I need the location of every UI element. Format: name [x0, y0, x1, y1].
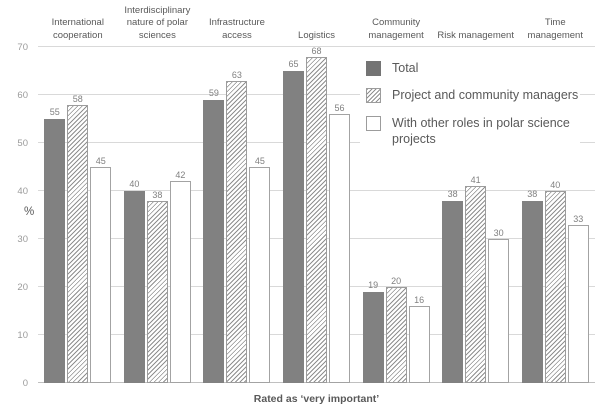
data-label: 33 — [573, 213, 584, 224]
bar-solid: 38 — [442, 189, 464, 383]
bar-outline: 30 — [488, 228, 510, 383]
bar-group: 59 63 45 — [197, 47, 277, 383]
legend-label: Project and community managers — [392, 88, 579, 103]
bar-group: 65 68 56 — [277, 46, 357, 383]
legend-item-other-roles: With other roles in polar science projec… — [366, 115, 580, 148]
legend-item-project-community-managers: Project and community managers — [366, 87, 580, 104]
data-label: 38 — [152, 189, 163, 200]
category-label: Interdisciplinary nature of polar scienc… — [124, 4, 191, 41]
bar-hatch: 63 — [226, 70, 248, 383]
bar-group: 40 38 42 — [118, 47, 198, 383]
legend: Total Project and community managers Wit… — [360, 56, 580, 153]
data-label: 42 — [175, 170, 186, 181]
y-tick-label: 30 — [17, 234, 28, 245]
legend-swatch-outline-icon — [366, 115, 381, 131]
y-tick-label: 60 — [17, 90, 28, 101]
gridline — [38, 46, 595, 47]
bar-hatch: 68 — [306, 46, 328, 383]
bar-solid: 38 — [521, 189, 543, 383]
bar-solid: 40 — [123, 179, 145, 383]
y-tick-label: 40 — [17, 186, 28, 198]
data-label: 16 — [414, 295, 425, 306]
data-label: 45 — [95, 156, 106, 166]
category-label: Community management — [368, 17, 424, 41]
data-label: 45 — [254, 156, 265, 166]
bar-hatch: 20 — [385, 276, 407, 383]
y-tick-label: 70 — [17, 42, 28, 53]
y-tick-label: 50 — [17, 138, 28, 149]
data-label: 58 — [72, 93, 83, 104]
bar-group: 38 41 30 — [436, 47, 516, 383]
bar-group: 55 58 45 — [38, 47, 118, 383]
bar-solid: 19 — [362, 280, 384, 383]
data-label: 38 — [447, 188, 458, 199]
y-tick-label: 0 — [22, 378, 28, 389]
category-label: International cooperation — [51, 17, 104, 41]
x-axis-title: Rated as ‘very important’ — [253, 393, 380, 405]
y-tick-label: 20 — [17, 282, 28, 294]
category-label: Time management — [527, 17, 583, 41]
category-label: Logistics — [298, 29, 335, 41]
bar-outline: 56 — [329, 103, 351, 383]
bar-outline: 16 — [408, 295, 430, 383]
data-label: 38 — [527, 188, 538, 199]
data-label: 30 — [493, 228, 504, 238]
bar-group: 19 20 16 — [356, 47, 436, 383]
y-axis-ticks: 0 10 20 30 40 50 60 70 — [0, 42, 32, 389]
bar-solid: 55 — [44, 107, 66, 383]
data-label: 55 — [49, 107, 60, 117]
bar-solid: 65 — [283, 59, 305, 383]
bar-hatch: 58 — [67, 94, 89, 383]
bar-outline: 42 — [169, 170, 191, 383]
data-label: 40 — [550, 180, 561, 190]
data-label: 40 — [129, 179, 140, 189]
data-label: 41 — [470, 175, 481, 186]
bar-outline: 33 — [567, 214, 589, 383]
legend-label: Total — [392, 61, 419, 75]
bar-hatch: 41 — [465, 175, 487, 383]
category-label: Infrastructure access — [208, 17, 265, 41]
data-label: 20 — [391, 276, 402, 286]
category-label: Risk management — [437, 29, 514, 41]
legend-swatch-hatch-icon — [366, 88, 381, 104]
data-label: 63 — [231, 69, 242, 80]
bar-group: 38 40 33 — [515, 47, 595, 383]
data-label: 59 — [208, 87, 219, 98]
bar-hatch: 38 — [146, 190, 168, 383]
data-label: 56 — [334, 103, 345, 114]
bar-solid: 59 — [203, 88, 225, 383]
y-tick-label: 10 — [17, 330, 28, 342]
legend-item-total: Total — [366, 60, 580, 76]
category-axis: International cooperation Interdisciplina… — [38, 0, 595, 47]
data-label: 68 — [311, 45, 322, 56]
plot-area: 55 58 45 40 38 42 59 63 45 65 68 56 19 20 16 38 41 30 38 40… — [38, 46, 595, 383]
data-label: 65 — [288, 59, 299, 70]
bar-outline: 45 — [249, 156, 271, 383]
legend-label: With other roles in polar science projec… — [392, 115, 570, 146]
bar-outline: 45 — [90, 156, 112, 383]
bar-groups: 55 58 45 40 38 42 59 63 45 65 68 56 19 20 16 38 41 30 38 40… — [38, 46, 595, 383]
bar-hatch: 40 — [544, 180, 566, 383]
legend-swatch-solid-icon — [366, 61, 381, 76]
data-label: 19 — [368, 279, 379, 290]
y-axis-title: % — [24, 206, 35, 218]
